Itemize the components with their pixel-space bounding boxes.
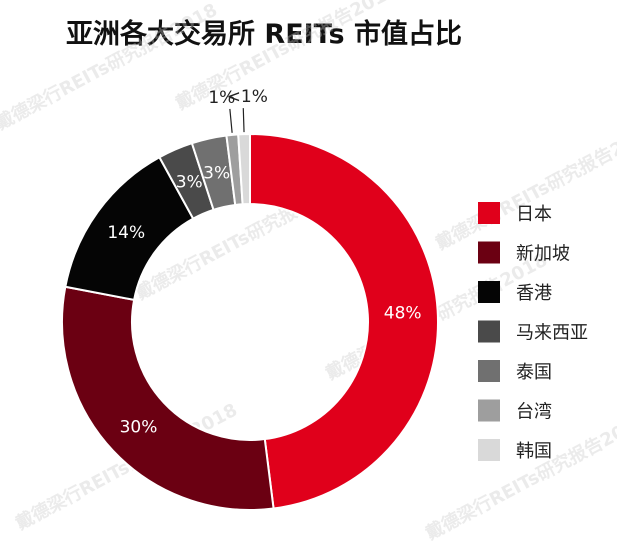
legend-swatch-2: [478, 281, 500, 303]
donut-slice-0: [249, 132, 440, 510]
legend-swatch-4: [478, 360, 500, 382]
slice-label-6: <1%: [227, 87, 268, 107]
legend-swatch-5: [478, 399, 500, 422]
legend-label-1: 新加坡: [516, 244, 570, 265]
legend-swatch-6: [478, 439, 500, 461]
legend-swatch-1: [478, 241, 500, 264]
legend-label-3: 马来西亚: [516, 323, 588, 344]
slice-label-1: 30%: [120, 418, 158, 438]
donut-slice-6: [237, 132, 251, 206]
donut-slices: [61, 132, 440, 511]
leader-line-5: [229, 108, 233, 133]
legend-label-5: 台湾: [516, 402, 552, 423]
legend-label-4: 泰国: [516, 362, 552, 383]
watermark-text: 戴德梁行REITs研究报告2018: [432, 119, 617, 255]
chart-title: 亚洲各大交易所 REITs 市值占比: [66, 19, 462, 50]
watermark-text: 戴德梁行REITs研究报告2018: [422, 409, 617, 545]
legend-swatch-3: [478, 320, 500, 343]
slice-label-2: 14%: [107, 223, 145, 243]
slice-label-4: 3%: [203, 164, 230, 184]
leader-line-6: [242, 108, 245, 133]
legend-label-6: 韩国: [516, 441, 552, 462]
slice-label-5: 1%: [208, 88, 235, 108]
legend-label-2: 香港: [516, 283, 552, 304]
legend-swatch-0: [478, 202, 500, 224]
slice-label-3: 3%: [176, 173, 203, 193]
donut-slice-1: [61, 285, 275, 511]
slice-labels: 48% 30% 14% 3% 3% 1%<1%: [107, 87, 421, 438]
watermark-text: 戴德梁行REITs研究报告2018: [0, 0, 221, 134]
legend-label-0: 日本: [516, 204, 552, 225]
slice-label-0: 48%: [384, 303, 422, 323]
